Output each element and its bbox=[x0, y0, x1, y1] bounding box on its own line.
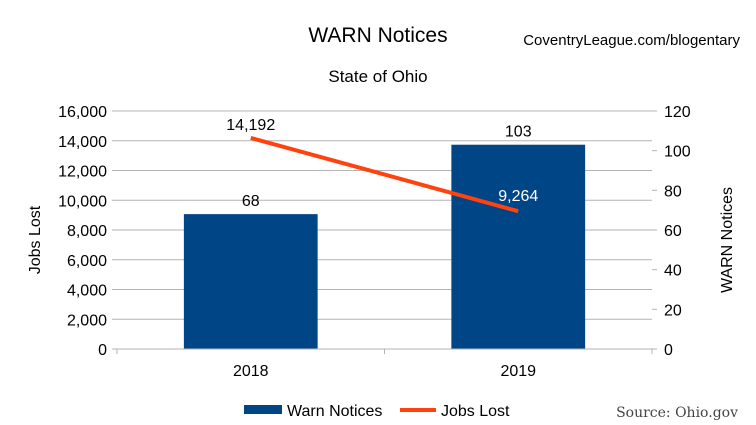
bar-data-label: 103 bbox=[505, 124, 532, 141]
y-right-tick-label: 120 bbox=[664, 104, 691, 121]
y-left-tick-label: 16,000 bbox=[58, 104, 107, 121]
bar-warn-notices-2019 bbox=[451, 144, 586, 349]
line-jobs-lost bbox=[250, 135, 519, 214]
y-left-tick-label: 0 bbox=[98, 342, 107, 359]
axes: 0 2,000 4,000 6,000 8,000 10,000 12,000 14,000 1… bbox=[27, 104, 736, 380]
y-right-tick-label: 0 bbox=[664, 342, 673, 359]
legend: Warn Notices Jobs Lost bbox=[244, 403, 510, 420]
y-left-axis-title: Jobs Lost bbox=[27, 205, 44, 274]
data-labels: 68 103 14,192 9,264 bbox=[226, 117, 538, 210]
source-note: Source: Ohio.gov bbox=[616, 405, 738, 421]
bar-data-label: 68 bbox=[242, 193, 260, 210]
line-data-label: 9,264 bbox=[498, 188, 538, 205]
legend-label-jobs-lost: Jobs Lost bbox=[441, 403, 510, 420]
chart-subtitle: State of Ohio bbox=[328, 67, 427, 86]
y-left-tick-label: 6,000 bbox=[67, 253, 107, 270]
y-left-tick-label: 2,000 bbox=[67, 312, 107, 329]
y-right-tick-label: 20 bbox=[664, 302, 682, 319]
y-left-tick-label: 4,000 bbox=[67, 283, 107, 300]
bar-series-warn-notices bbox=[183, 144, 586, 349]
y-left-tick-label: 14,000 bbox=[58, 134, 107, 151]
chart-title: WARN Notices bbox=[308, 24, 447, 47]
y-right-axis-title: WARN Notices bbox=[719, 187, 736, 293]
line-series-jobs-lost bbox=[250, 135, 519, 214]
y-left-tick-label: 12,000 bbox=[58, 164, 107, 181]
watermark-text: CoventryLeague.com/blogentary bbox=[523, 32, 740, 49]
y-left-tick-label: 8,000 bbox=[67, 223, 107, 240]
y-right-tick-label: 60 bbox=[664, 223, 682, 240]
y-left-tick-label: 10,000 bbox=[58, 193, 107, 210]
y-right-tick-label: 40 bbox=[664, 263, 682, 280]
bar-warn-notices-2018 bbox=[183, 214, 318, 349]
y-right-tick-label: 100 bbox=[664, 144, 691, 161]
y-right-tick-label: 80 bbox=[664, 183, 682, 200]
legend-swatch-warn-notices bbox=[244, 405, 282, 414]
x-tick-label: 2019 bbox=[500, 363, 536, 380]
x-tick-label: 2018 bbox=[233, 363, 269, 380]
legend-label-warn-notices: Warn Notices bbox=[287, 403, 382, 420]
line-data-label: 14,192 bbox=[226, 117, 275, 134]
